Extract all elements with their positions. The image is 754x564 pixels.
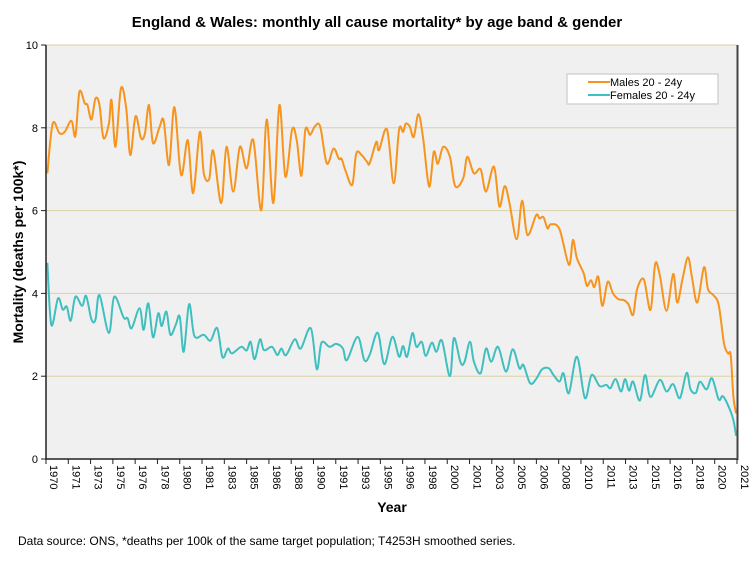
x-tick-label: 2008 (560, 465, 572, 489)
x-tick-label: 1978 (158, 465, 170, 489)
x-tick-label: 2003 (493, 465, 505, 489)
x-tick-label: 2005 (515, 465, 527, 489)
series-lines (46, 86, 738, 436)
x-tick-label: 1998 (426, 465, 438, 489)
x-tick-label: 2006 (537, 465, 549, 489)
x-tick-label: 1986 (270, 465, 282, 489)
x-tick-label: 2016 (671, 465, 683, 489)
gridlines (46, 44, 737, 377)
x-tick-label: 2020 (716, 465, 728, 489)
x-axis-label: Year (377, 499, 407, 515)
x-tick-label: 2015 (649, 465, 661, 489)
x-tick-label: 1983 (225, 465, 237, 489)
x-tick-label: 2010 (582, 465, 594, 489)
series-line-females (46, 262, 738, 436)
x-tick-label: 1971 (69, 465, 81, 489)
x-tick-label: 1985 (248, 465, 260, 489)
x-tick-label: 1996 (404, 465, 416, 489)
y-tick-label: 8 (32, 123, 38, 135)
chart-title: England & Wales: monthly all cause morta… (131, 14, 623, 31)
x-tick-label: 1991 (337, 465, 349, 489)
legend-label-males: Males 20 - 24y (610, 77, 683, 89)
series-line-males (46, 86, 738, 414)
y-ticks: 0 2 4 6 8 10 (26, 40, 46, 466)
x-tick-label: 2001 (471, 465, 483, 489)
y-tick-label: 6 (32, 206, 38, 218)
y-tick-label: 10 (26, 40, 38, 52)
x-tick-label: 2021 (738, 465, 750, 489)
footnote: Data source: ONS, *deaths per 100k of th… (18, 534, 516, 548)
x-tick-label: 2011 (604, 465, 616, 489)
x-tick-label: 2018 (693, 465, 705, 489)
y-tick-label: 2 (32, 371, 38, 383)
x-tick-label: 1990 (314, 465, 326, 489)
x-tick-label: 2013 (627, 465, 639, 489)
x-tick-label: 1976 (136, 465, 148, 489)
y-tick-label: 4 (32, 288, 38, 300)
x-ticks: 1970 1971 1973 1975 1976 1978 1980 1981 1983 1985… (45, 459, 750, 489)
legend: Males 20 - 24y Females 20 - 24y (566, 73, 719, 105)
y-tick-label: 0 (32, 454, 38, 466)
x-tick-label: 1975 (114, 465, 126, 489)
x-tick-label: 2000 (448, 465, 460, 489)
y-axis-label: Mortality (deaths per 100k*) (10, 161, 26, 344)
x-tick-label: 1980 (181, 465, 193, 489)
legend-box (566, 73, 719, 105)
x-tick-label: 1995 (381, 465, 393, 489)
legend-label-females: Females 20 - 24y (610, 90, 695, 102)
x-tick-label: 1973 (92, 465, 104, 489)
x-tick-label: 1981 (203, 465, 215, 489)
x-tick-label: 1993 (359, 465, 371, 489)
x-tick-label: 1970 (47, 465, 59, 489)
x-tick-label: 1988 (292, 465, 304, 489)
